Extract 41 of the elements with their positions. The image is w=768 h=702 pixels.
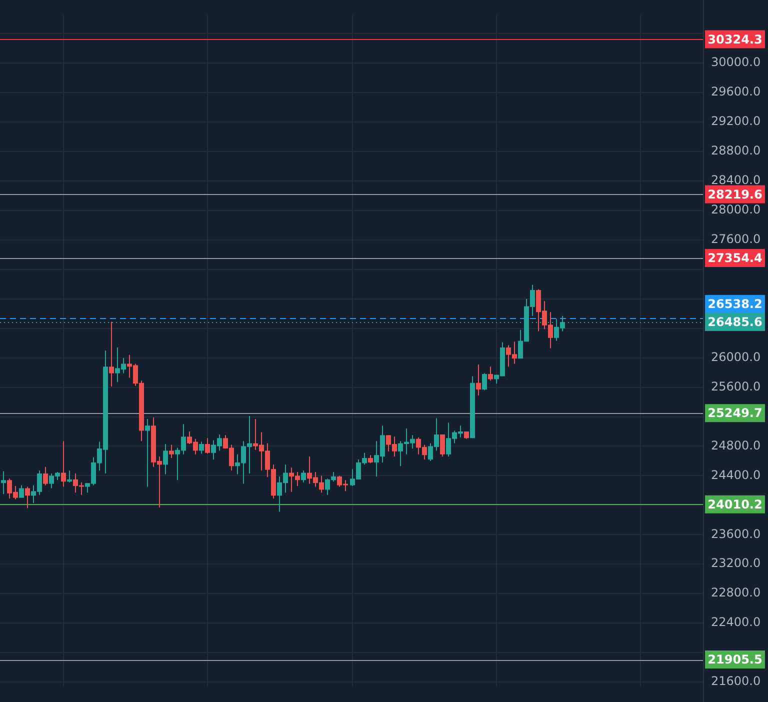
- y-tick-label: 23600.0: [711, 526, 761, 541]
- y-tick-label: 22400.0: [711, 615, 761, 630]
- y-tick-label: 22800.0: [711, 586, 761, 600]
- y-tick-label: 29200.0: [711, 114, 761, 128]
- candlestick: [43, 466, 48, 486]
- y-tick-label: 24400.0: [711, 468, 761, 482]
- candlestick: [163, 444, 168, 475]
- y-tick-label: 28400.0: [711, 173, 761, 188]
- ref-line-label: 30324.3: [708, 32, 762, 46]
- y-tick-label: 23200.0: [711, 556, 761, 570]
- candlestick: [145, 418, 150, 488]
- candlestick: [67, 470, 72, 483]
- candlestick: [25, 486, 30, 509]
- ref-line-label: 24010.2: [708, 498, 762, 512]
- candlestick: [19, 484, 24, 498]
- y-tick-label: 21600.0: [711, 674, 761, 688]
- candlestick: [205, 438, 210, 454]
- candlestick: [169, 444, 174, 459]
- y-tick-label: 24800.0: [711, 438, 761, 452]
- candlestick: [199, 441, 204, 454]
- y-tick-label: 28000.0: [711, 202, 761, 217]
- candlestick: [440, 434, 445, 458]
- y-tick-label: 30000.0: [711, 55, 761, 70]
- candlestick: [488, 366, 493, 382]
- ref-line-label: 26538.2: [708, 297, 762, 312]
- ref-line-label: 26485.6: [708, 315, 762, 330]
- y-tick-label: 29600.0: [711, 84, 761, 99]
- ref-line-label: 25249.7: [708, 406, 762, 420]
- y-tick-label: 27600.0: [711, 232, 761, 246]
- y-tick-label: 25600.0: [711, 379, 761, 394]
- y-tick-label: 26000.0: [711, 350, 761, 364]
- candlestick: [61, 440, 66, 488]
- candlestick: [476, 364, 481, 396]
- ref-line-label: 21905.5: [708, 652, 762, 667]
- ref-line-label: 28219.6: [708, 187, 762, 202]
- candlestick: [1, 470, 6, 495]
- candlestick: [482, 372, 487, 391]
- ref-line-label: 27354.4: [708, 251, 762, 266]
- y-tick-label: 28800.0: [711, 144, 761, 158]
- candlestick: [301, 470, 306, 483]
- candlestick: [109, 321, 114, 388]
